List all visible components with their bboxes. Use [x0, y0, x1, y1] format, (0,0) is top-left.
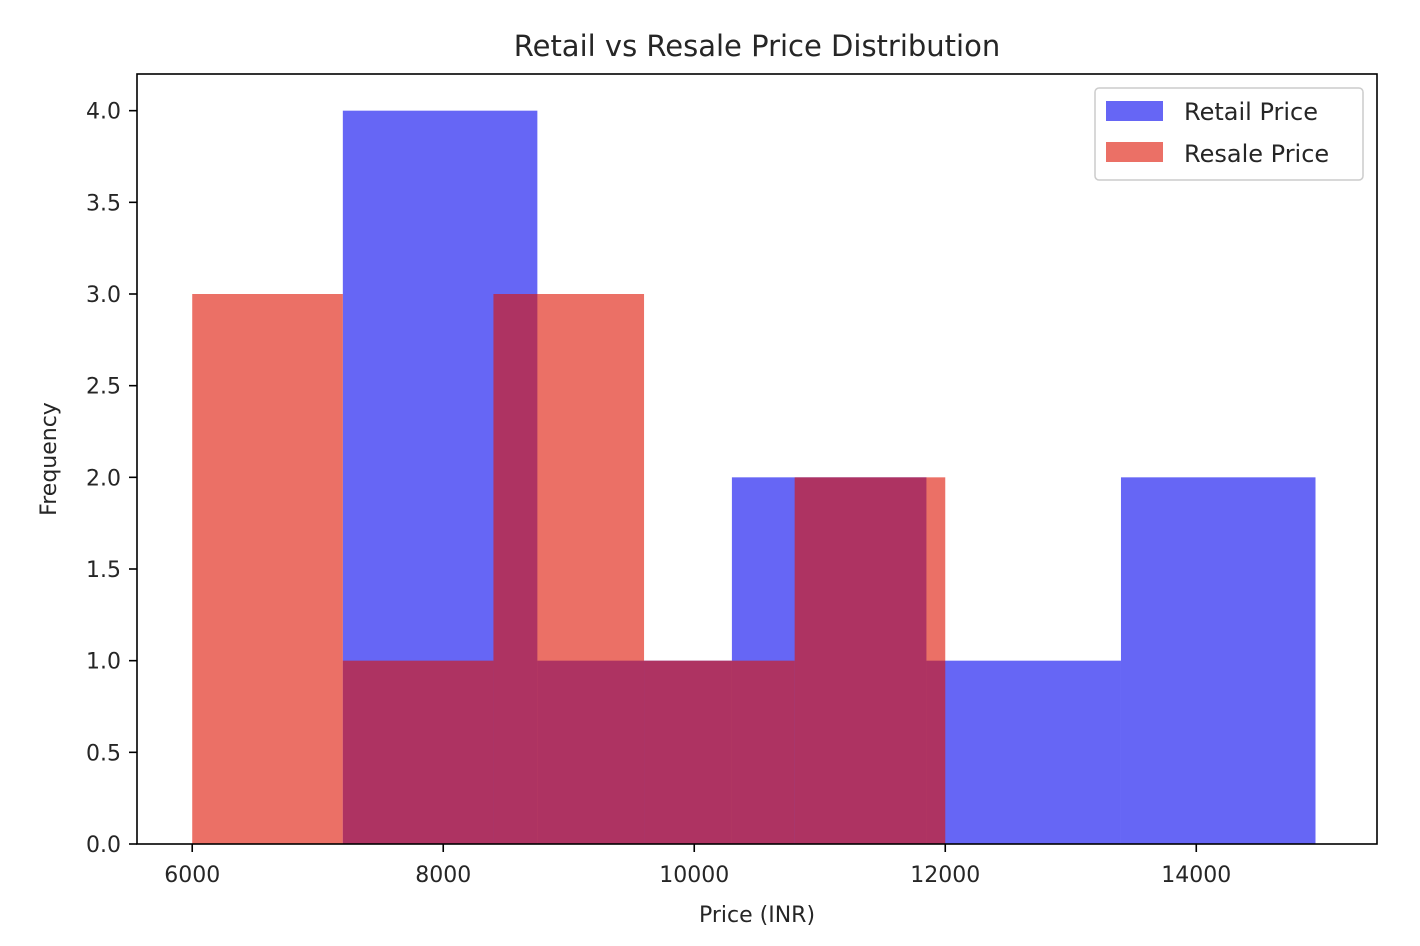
legend: Retail Price Resale Price	[1094, 87, 1364, 181]
y-tick-label: 4.0	[86, 100, 121, 125]
y-tick-label: 2.0	[86, 466, 121, 491]
x-tick-label: 6000	[164, 863, 220, 888]
bar-retail-price-3	[926, 660, 1121, 844]
bars-layer	[192, 110, 1316, 844]
y-axis-label: Frequency	[37, 402, 62, 516]
bar-resale-price-4	[794, 477, 946, 844]
y-tick-label: 0.5	[86, 741, 121, 766]
x-tick-label: 10000	[659, 863, 729, 888]
bar-retail-price-4	[1120, 477, 1316, 844]
x-tick-label: 8000	[415, 863, 471, 888]
x-tick-label: 12000	[910, 863, 980, 888]
y-tick-label: 1.0	[86, 650, 121, 675]
y-tick-label: 2.5	[86, 375, 121, 400]
y-axis: 0.0 0.5 1.0 1.5 2.0 2.5 3.0 3.5 4.0	[86, 100, 137, 858]
x-tick-label: 14000	[1161, 863, 1231, 888]
bar-resale-price-3	[644, 660, 795, 844]
legend-label-retail-price: Retail Price	[1184, 98, 1318, 126]
legend-swatch-retail-price	[1106, 101, 1163, 121]
y-tick-label: 0.0	[86, 833, 121, 858]
x-axis: 6000 8000 10000 12000 14000	[164, 844, 1231, 888]
bar-resale-price-0	[192, 294, 343, 844]
bar-resale-price-2	[493, 294, 645, 844]
x-axis-label: Price (INR)	[699, 903, 815, 928]
legend-swatch-resale-price	[1106, 142, 1163, 162]
bar-resale-price-1	[342, 660, 494, 844]
y-tick-label: 3.5	[86, 191, 121, 216]
y-tick-label: 1.5	[86, 558, 121, 583]
legend-label-resale-price: Resale Price	[1184, 140, 1329, 168]
chart-title: Retail vs Resale Price Distribution	[514, 29, 1001, 63]
y-tick-label: 3.0	[86, 283, 121, 308]
plot-frame	[136, 73, 1378, 845]
